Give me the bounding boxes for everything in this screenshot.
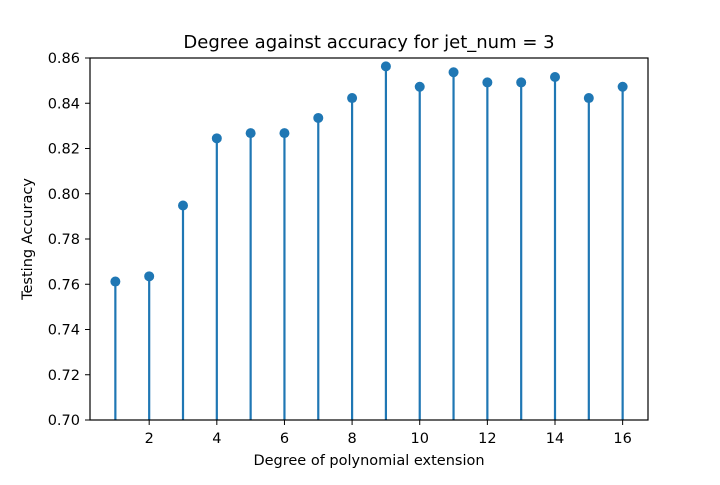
stem-marker: [550, 72, 560, 83]
stem-marker: [178, 200, 188, 211]
x-tick-label: 12: [478, 431, 496, 447]
y-tick-label: 0.76: [48, 277, 80, 293]
data-marks: [110, 61, 628, 420]
x-tick-label: 8: [347, 431, 356, 447]
x-tick-label: 4: [212, 431, 221, 447]
y-tick-label: 0.84: [48, 96, 80, 112]
y-tick-label: 0.86: [48, 51, 80, 67]
stem-marker: [245, 128, 256, 139]
stem-marker: [110, 276, 121, 287]
stem-marker: [313, 112, 324, 123]
stem-marker: [347, 93, 358, 104]
y-tick-label: 0.70: [48, 413, 80, 429]
y-axis-ticks: 0.70 0.72 0.74 0.76 0.78 0.80 0.82 0.84 0.86: [48, 51, 90, 429]
chart-title: Degree against accuracy for jet_num = 3: [183, 32, 554, 53]
stem-marker: [482, 77, 493, 88]
stem-marker: [279, 128, 290, 139]
stem-marker: [516, 77, 527, 88]
x-tick-label: 6: [280, 431, 289, 447]
stem-marker: [448, 67, 459, 78]
stem-marker: [617, 81, 628, 92]
x-axis-label: Degree of polynomial extension: [253, 453, 484, 469]
y-tick-label: 0.80: [48, 187, 80, 203]
stem-marker: [380, 61, 391, 72]
x-tick-label: 16: [613, 431, 631, 447]
stem-marker: [414, 81, 425, 92]
y-tick-label: 0.72: [48, 368, 80, 384]
y-tick-label: 0.74: [48, 323, 80, 339]
stem-marker: [144, 271, 155, 282]
y-axis-label: Testing Accuracy: [20, 178, 36, 301]
y-tick-label: 0.82: [48, 142, 80, 158]
y-tick-label: 0.78: [48, 232, 80, 248]
x-tick-label: 2: [145, 431, 154, 447]
plot-frame: [89, 57, 649, 421]
x-tick-label: 14: [546, 431, 564, 447]
stem-marker: [211, 133, 222, 144]
stem-marker: [583, 93, 594, 104]
x-tick-label: 10: [411, 431, 429, 447]
x-axis-ticks: 2 4 6 8 10 12 14 16: [145, 420, 632, 447]
